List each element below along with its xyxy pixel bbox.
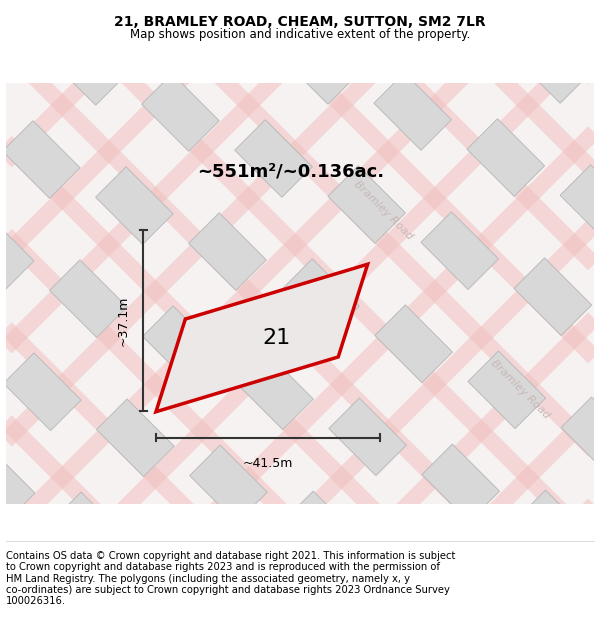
Polygon shape bbox=[49, 28, 126, 105]
Polygon shape bbox=[95, 167, 173, 244]
Polygon shape bbox=[190, 445, 267, 522]
Polygon shape bbox=[283, 491, 361, 569]
Polygon shape bbox=[561, 397, 600, 474]
Polygon shape bbox=[328, 166, 406, 243]
Polygon shape bbox=[422, 444, 500, 522]
Polygon shape bbox=[235, 120, 313, 198]
Polygon shape bbox=[143, 306, 220, 384]
Polygon shape bbox=[97, 399, 174, 477]
Polygon shape bbox=[281, 27, 358, 104]
Text: Contains OS data © Crown copyright and database right 2021. This information is : Contains OS data © Crown copyright and d… bbox=[6, 551, 455, 561]
Polygon shape bbox=[50, 492, 128, 570]
Polygon shape bbox=[421, 212, 499, 289]
Text: to Crown copyright and database rights 2023 and is reproduced with the permissio: to Crown copyright and database rights 2… bbox=[6, 562, 440, 572]
Polygon shape bbox=[560, 165, 600, 242]
Polygon shape bbox=[467, 119, 545, 196]
Text: Bramley Road: Bramley Road bbox=[489, 357, 552, 420]
Polygon shape bbox=[0, 214, 34, 291]
Text: 100026316.: 100026316. bbox=[6, 596, 66, 606]
Polygon shape bbox=[329, 398, 406, 476]
Polygon shape bbox=[282, 259, 359, 336]
Text: co-ordinates) are subject to Crown copyright and database rights 2023 Ordnance S: co-ordinates) are subject to Crown copyr… bbox=[6, 585, 450, 595]
Polygon shape bbox=[4, 353, 81, 431]
Text: HM Land Registry. The polygons (including the associated geometry, namely x, y: HM Land Registry. The polygons (includin… bbox=[6, 574, 410, 584]
Polygon shape bbox=[374, 72, 452, 150]
Polygon shape bbox=[156, 264, 368, 412]
Text: 21, BRAMLEY ROAD, CHEAM, SUTTON, SM2 7LR: 21, BRAMLEY ROAD, CHEAM, SUTTON, SM2 7LR bbox=[114, 15, 486, 29]
Polygon shape bbox=[50, 260, 127, 338]
Text: 21: 21 bbox=[262, 328, 290, 348]
Polygon shape bbox=[514, 258, 592, 336]
Polygon shape bbox=[236, 352, 313, 429]
Polygon shape bbox=[2, 121, 80, 198]
Text: ~551m²/~0.136ac.: ~551m²/~0.136ac. bbox=[197, 162, 384, 180]
Text: ~37.1m: ~37.1m bbox=[117, 296, 130, 346]
Text: Bramley Road: Bramley Road bbox=[352, 179, 415, 242]
Polygon shape bbox=[375, 305, 452, 382]
Text: Map shows position and indicative extent of the property.: Map shows position and indicative extent… bbox=[130, 28, 470, 41]
Polygon shape bbox=[142, 74, 219, 151]
Text: ~41.5m: ~41.5m bbox=[243, 458, 293, 471]
Polygon shape bbox=[513, 26, 590, 103]
Polygon shape bbox=[188, 213, 266, 291]
Polygon shape bbox=[515, 490, 593, 568]
Polygon shape bbox=[0, 446, 35, 524]
Polygon shape bbox=[468, 351, 545, 429]
